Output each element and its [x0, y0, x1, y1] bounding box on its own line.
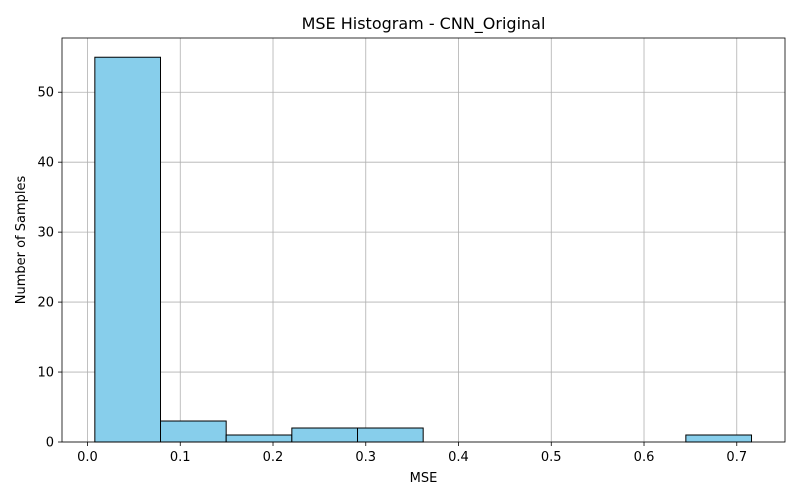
x-tick-label: 0.1	[170, 450, 191, 465]
plot-frame	[61, 37, 786, 443]
x-tick-label: 0.0	[77, 450, 98, 465]
y-tick-label: 30	[37, 226, 54, 241]
y-tick-label: 10	[37, 366, 54, 381]
grid-lines	[62, 38, 785, 443]
histogram-bar	[291, 427, 359, 443]
chart-title: MSE Histogram - CNN_Original	[302, 14, 546, 34]
histogram-bar	[94, 56, 162, 443]
x-axis-label: MSE	[410, 471, 438, 486]
y-tick-label: 0	[46, 436, 54, 451]
y-axis-label: Number of Samples	[14, 176, 29, 305]
histogram-bar	[357, 427, 424, 443]
y-tick-label: 50	[37, 86, 54, 101]
histogram-bar	[685, 434, 753, 443]
x-tick-label: 0.5	[541, 450, 562, 465]
x-tick-label: 0.2	[263, 450, 284, 465]
histogram-bar	[225, 434, 293, 443]
x-tick-label: 0.4	[448, 450, 469, 465]
x-axis-ticks: 0.0 0.1 0.2 0.3 0.4 0.5 0.6 0.7	[77, 442, 747, 465]
x-tick-label: 0.3	[355, 450, 376, 465]
histogram-bar	[160, 420, 227, 443]
x-tick-label: 0.6	[634, 450, 655, 465]
histogram-bars	[94, 56, 753, 443]
y-tick-label: 20	[37, 296, 54, 311]
y-tick-label: 40	[37, 156, 54, 171]
y-axis-ticks: 0 10 20 30 40 50	[37, 86, 62, 451]
x-tick-label: 0.7	[726, 450, 747, 465]
